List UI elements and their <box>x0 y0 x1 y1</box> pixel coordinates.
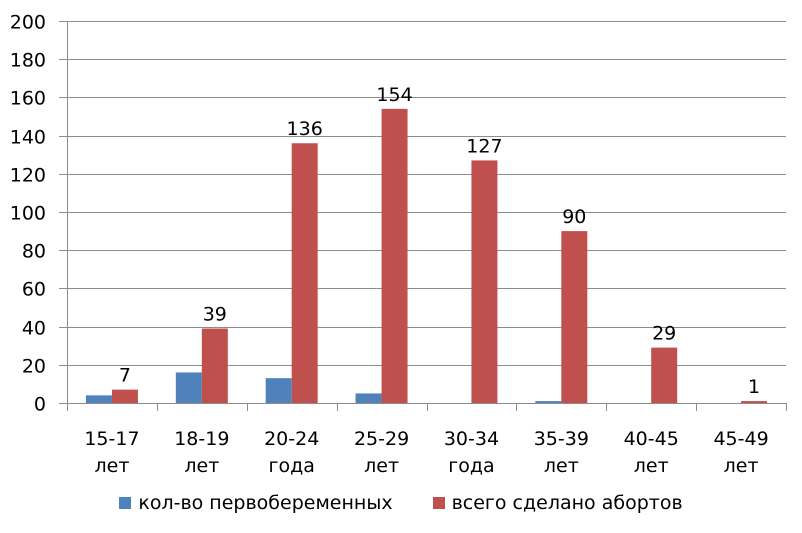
x-tick-label: лет <box>634 455 669 477</box>
x-tick-label: лет <box>724 455 759 477</box>
x-tick-label: года <box>448 455 494 477</box>
bar <box>175 372 202 403</box>
bar <box>535 401 562 403</box>
bar <box>111 389 138 403</box>
x-tick-label: 40-45 <box>624 428 679 450</box>
x-tick-label: 20-24 <box>264 428 319 450</box>
bar <box>85 395 112 403</box>
x-tick-label: лет <box>94 455 129 477</box>
data-label: 154 <box>376 84 412 106</box>
bar <box>561 231 588 403</box>
data-label: 39 <box>203 304 227 326</box>
data-label: 1 <box>748 376 760 398</box>
data-label: 136 <box>287 118 323 140</box>
x-tick-label: 25-29 <box>354 428 409 450</box>
legend-swatch-blue <box>119 497 132 509</box>
legend-item-total-abortions: всего сделано абортов <box>432 492 683 514</box>
x-tick-label: 18-19 <box>174 428 229 450</box>
bar <box>471 160 498 403</box>
bar <box>291 143 318 404</box>
bar <box>381 108 408 404</box>
chart-legend: кол-во первобеременных всего сделано або… <box>0 492 802 514</box>
data-label: 7 <box>119 365 131 387</box>
x-tick-label: 30-34 <box>444 428 499 450</box>
y-tick-label: 40 <box>22 318 46 340</box>
y-tick-label: 20 <box>22 356 46 378</box>
legend-swatch-red <box>432 497 445 509</box>
y-tick-label: 120 <box>10 165 46 187</box>
bar <box>651 347 678 403</box>
x-tick-label: лет <box>364 455 399 477</box>
y-tick-label: 160 <box>10 88 46 110</box>
y-tick-label: 0 <box>34 394 46 416</box>
bar <box>201 328 228 403</box>
legend-label: кол-во первобеременных <box>138 492 393 514</box>
x-tick-label: года <box>268 455 314 477</box>
data-label: 29 <box>652 323 676 345</box>
x-tick-label: лет <box>184 455 219 477</box>
y-tick-label: 140 <box>10 127 46 149</box>
y-tick-label: 180 <box>10 50 46 72</box>
bar <box>741 401 768 403</box>
legend-label: всего сделано абортов <box>451 492 683 514</box>
x-tick-label: 35-39 <box>534 428 589 450</box>
data-label: 127 <box>466 135 502 157</box>
bar <box>355 393 382 403</box>
x-tick-label: 45-49 <box>713 428 768 450</box>
data-label: 90 <box>562 206 586 228</box>
legend-item-first-pregnancies: кол-во первобеременных <box>119 492 393 514</box>
y-tick-label: 200 <box>10 12 46 34</box>
y-tick-label: 100 <box>10 203 46 225</box>
x-tick-label: лет <box>544 455 579 477</box>
bar <box>265 378 292 403</box>
y-tick-label: 80 <box>22 241 46 263</box>
y-tick-label: 60 <box>22 279 46 301</box>
x-tick-label: 15-17 <box>84 428 139 450</box>
